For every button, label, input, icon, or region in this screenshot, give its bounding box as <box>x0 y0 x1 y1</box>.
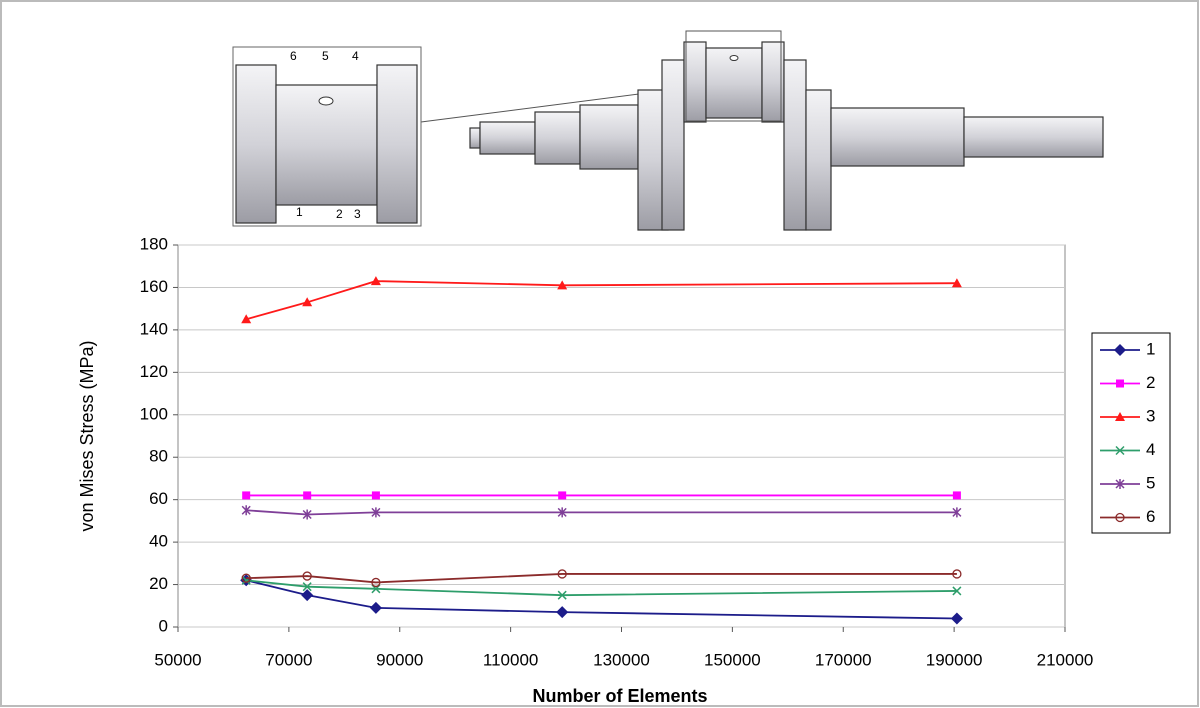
point-label: 5 <box>322 49 329 63</box>
web <box>806 90 831 230</box>
web <box>684 42 706 122</box>
y-tick-label: 160 <box>140 277 168 296</box>
x-axis-label: Number of Elements <box>532 686 707 706</box>
figure: 6 5 4 1 2 3 von Mises Stress (MPa) Numbe… <box>0 0 1200 708</box>
y-tick-label: 60 <box>149 489 168 508</box>
shaft-part <box>535 112 580 164</box>
x-tick-label: 90000 <box>376 650 423 669</box>
legend-label: 3 <box>1146 406 1155 425</box>
point-label: 2 <box>336 207 343 221</box>
marker <box>372 491 380 499</box>
inset-hole <box>319 97 333 105</box>
x-tick-label: 110000 <box>483 650 538 669</box>
marker <box>303 491 311 499</box>
shaft-part <box>480 122 535 154</box>
shaft-part <box>964 117 1103 157</box>
inset-web <box>377 65 417 223</box>
legend-label: 4 <box>1146 440 1155 459</box>
web <box>662 60 684 230</box>
x-tick-label: 50000 <box>154 650 201 669</box>
y-tick-label: 120 <box>140 362 168 381</box>
point-label: 4 <box>352 49 359 63</box>
x-tick-label: 130000 <box>593 650 650 669</box>
marker <box>953 491 961 499</box>
x-tick-label: 150000 <box>704 650 761 669</box>
web <box>784 60 806 230</box>
point-label: 1 <box>296 205 303 219</box>
y-tick-label: 80 <box>149 447 168 466</box>
x-tick-label: 170000 <box>815 650 872 669</box>
y-tick-label: 0 <box>159 616 168 635</box>
legend <box>1092 333 1170 533</box>
point-label: 6 <box>290 49 297 63</box>
legend-label: 1 <box>1146 339 1155 358</box>
plot-area <box>178 245 1065 627</box>
y-tick-label: 20 <box>149 574 168 593</box>
oil-hole <box>730 56 738 61</box>
x-tick-label: 70000 <box>265 650 312 669</box>
y-tick-label: 40 <box>149 532 168 551</box>
shaft-part <box>831 108 964 166</box>
y-tick-label: 180 <box>140 234 168 253</box>
legend-label: 5 <box>1146 473 1155 492</box>
y-tick-label: 140 <box>140 319 168 338</box>
x-tick-label: 190000 <box>926 650 983 669</box>
shaft-part <box>580 105 638 169</box>
y-tick-label: 100 <box>140 404 168 423</box>
legend-label: 6 <box>1146 507 1155 526</box>
y-axis-label: von Mises Stress (MPa) <box>77 340 97 531</box>
inset-web <box>236 65 276 223</box>
legend-label: 2 <box>1146 373 1155 392</box>
marker <box>242 491 250 499</box>
marker <box>558 491 566 499</box>
marker <box>1116 380 1124 388</box>
point-label: 3 <box>354 207 361 221</box>
shaft-part <box>470 128 480 148</box>
x-tick-label: 210000 <box>1037 650 1094 669</box>
